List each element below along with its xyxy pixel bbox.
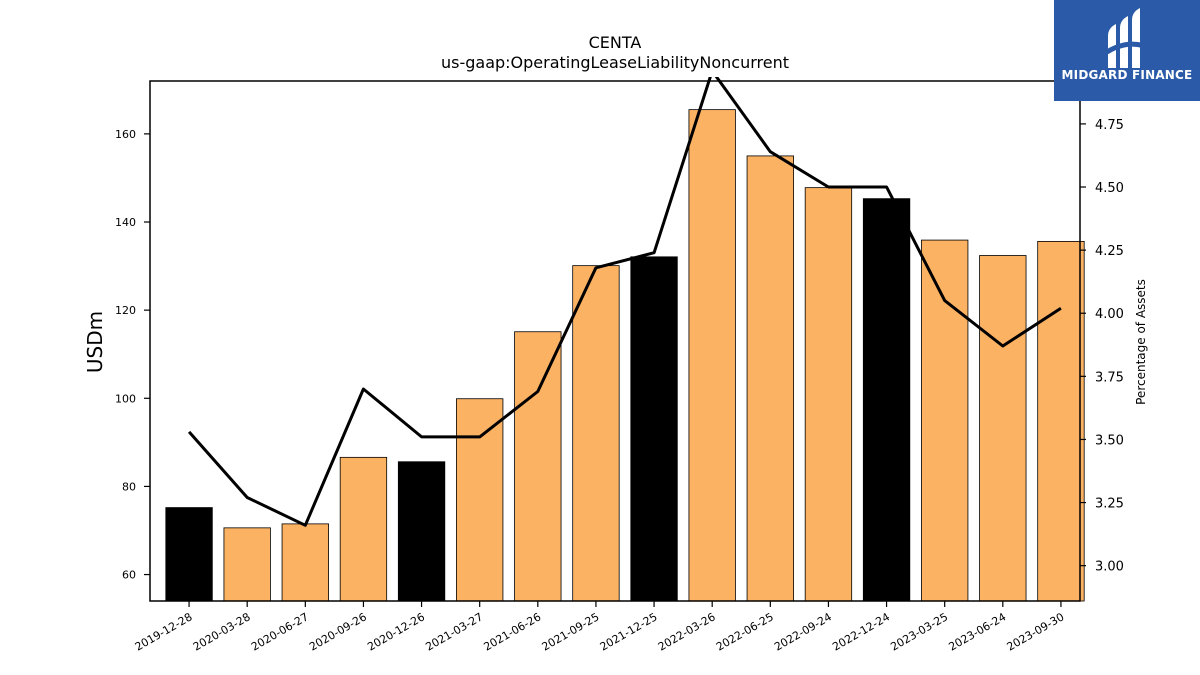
logo-text: MIDGARD FINANCE — [1061, 68, 1193, 82]
y2-tick-label: 3.75 — [1095, 370, 1124, 385]
bar-2023-03-25 — [921, 239, 969, 602]
chart-title: CENTA — [589, 33, 642, 52]
y-tick-label: 100 — [115, 392, 136, 405]
line-layer — [187, 77, 1062, 527]
y2-tick-label: 3.00 — [1095, 560, 1124, 575]
bar-2023-09-30 — [1037, 241, 1085, 602]
y2-tick-label: 4.25 — [1095, 244, 1124, 259]
x-tick-label: 2021-06-26 — [481, 610, 543, 653]
x-tick-label: 2022-12-24 — [830, 610, 892, 653]
x-tick-label: 2020-06-27 — [249, 610, 311, 653]
bars-layer — [165, 109, 1085, 602]
x-tick-label: 2020-09-26 — [307, 610, 369, 653]
midgard-logo-icon — [1102, 8, 1151, 68]
bar-2020-12-26 — [397, 461, 446, 602]
x-tick-label: 2023-03-25 — [888, 610, 950, 653]
chart-subtitle: us-gaap:OperatingLeaseLiabilityNoncurren… — [441, 53, 789, 72]
plot-frame — [149, 80, 1081, 602]
bar-2022-03-26 — [688, 109, 736, 602]
x-tick-label: 2023-06-24 — [946, 610, 1008, 653]
x-tick-label: 2020-03-28 — [191, 610, 253, 653]
x-tick-label: 2022-09-24 — [772, 610, 834, 653]
bar-2023-06-24 — [979, 255, 1027, 602]
y-tick-label: 160 — [115, 128, 136, 141]
y-tick-label: 60 — [122, 569, 136, 582]
bar-2019-12-28 — [165, 507, 213, 602]
y-tick-label: 120 — [115, 304, 136, 317]
x-tick-label: 2021-12-25 — [598, 610, 660, 653]
y2-axis-label: Percentage of Assets — [1134, 279, 1148, 405]
y-tick-label: 140 — [115, 216, 136, 229]
bar-2021-09-25 — [572, 265, 620, 602]
x-tick-label: 2023-09-30 — [1005, 610, 1067, 653]
bar-2021-12-25 — [630, 256, 678, 602]
bar-2022-09-24 — [804, 187, 853, 602]
y2-tick-label: 4.75 — [1095, 118, 1124, 133]
x-tick-label: 2019-12-28 — [133, 610, 195, 653]
x-tick-label: 2020-12-26 — [365, 610, 427, 653]
y2-tick-label: 3.25 — [1095, 497, 1124, 512]
x-tick-label: 2021-03-27 — [423, 610, 485, 653]
y2-tick-label: 4.50 — [1095, 181, 1124, 196]
y-axis-label: USDm — [83, 311, 107, 373]
x-tick-label: 2021-09-25 — [540, 610, 602, 653]
bar-2021-03-27 — [456, 398, 504, 602]
bar-2020-06-27 — [281, 523, 329, 602]
bar-2022-06-25 — [746, 155, 794, 602]
x-tick-label: 2022-03-26 — [656, 610, 718, 653]
brand-logo: MIDGARD FINANCE — [1054, 0, 1200, 101]
bar-2021-06-26 — [514, 331, 562, 602]
bar-2020-09-26 — [339, 456, 388, 602]
y2-tick-label: 4.00 — [1095, 307, 1124, 322]
y-tick-label: 80 — [122, 480, 136, 493]
bar-2022-12-24 — [862, 198, 911, 602]
x-tick-label: 2022-06-25 — [714, 610, 776, 653]
percent-of-assets-line — [187, 77, 1062, 527]
y2-tick-label: 3.50 — [1095, 433, 1124, 448]
bar-2020-03-28 — [223, 527, 271, 602]
